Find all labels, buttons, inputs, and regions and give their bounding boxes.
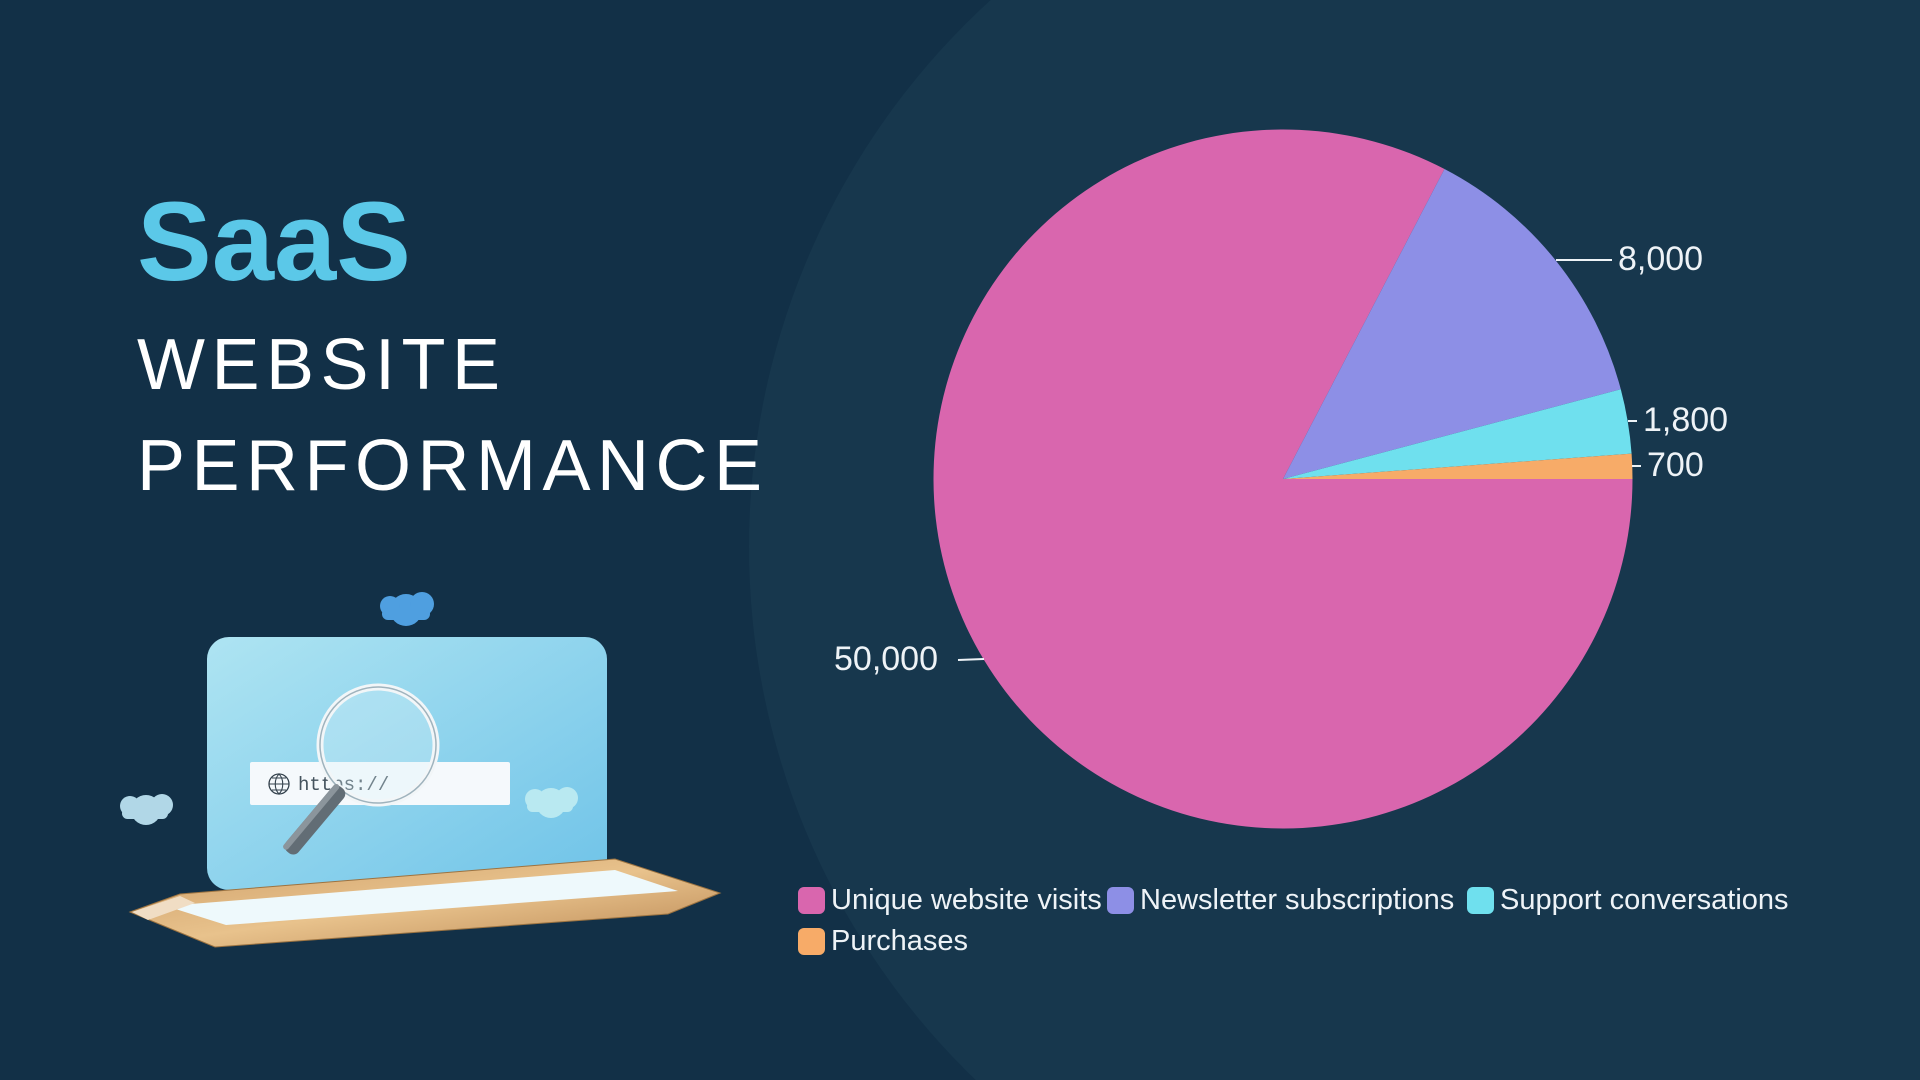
svg-text:1,800: 1,800 [1643, 401, 1728, 439]
svg-text:50,000: 50,000 [834, 640, 938, 678]
svg-text:700: 700 [1647, 446, 1704, 484]
svg-text:8,000: 8,000 [1618, 240, 1703, 278]
